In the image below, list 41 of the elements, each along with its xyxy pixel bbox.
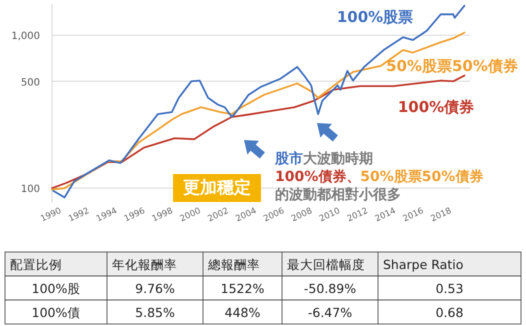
annotation: 更加穩定 xyxy=(183,178,251,198)
text: 最大回檔幅度 xyxy=(287,257,365,272)
text: -6.47% xyxy=(308,305,352,320)
text: 5.85% xyxy=(135,305,175,320)
x-tick-label: 2012 xyxy=(346,206,370,224)
text: 0.53 xyxy=(436,281,464,296)
text: 100%債 xyxy=(32,305,80,320)
x-tick-label: 1994 xyxy=(94,206,119,224)
x-tick-label: 2002 xyxy=(206,206,230,224)
x-tick-label: 2016 xyxy=(402,206,426,224)
series-label: 100%股票 xyxy=(336,8,414,26)
x-tick-label: 1998 xyxy=(150,206,175,224)
x-tick-label: 1992 xyxy=(67,206,91,224)
x-tick-label: 2010 xyxy=(318,206,342,224)
annotation: 100%債券、 xyxy=(275,169,360,185)
x-tick-label: 2014 xyxy=(374,206,398,224)
annotation: 大波動時期 xyxy=(303,151,373,167)
text: 0.68 xyxy=(436,305,464,320)
text: 9.76% xyxy=(135,281,175,296)
text: 年化報酬率 xyxy=(112,257,177,272)
y-tick-label: 500 xyxy=(20,77,40,88)
series-label: 100%債券 xyxy=(398,98,474,116)
text: 1522% xyxy=(220,281,264,296)
text: -50.89% xyxy=(304,281,356,296)
annotation: 股市 xyxy=(274,150,303,167)
annotation: 的波動都相對小很多 xyxy=(275,187,401,203)
x-tick-label: 1990 xyxy=(39,206,64,224)
x-tick-label: 2018 xyxy=(429,206,454,224)
x-tick-label: 2008 xyxy=(290,206,314,224)
y-tick-label: 100 xyxy=(20,184,40,196)
text: 100%股 xyxy=(32,281,80,296)
y-tick-label: 1,000 xyxy=(11,31,40,42)
text: 配置比例 xyxy=(10,257,62,272)
x-tick-label: 2000 xyxy=(178,206,202,224)
text: 總報酬率 xyxy=(207,257,260,272)
annotation: 50%股票50%債券 xyxy=(360,169,484,185)
text: Sharpe Ratio xyxy=(383,257,464,272)
x-tick-label: 1996 xyxy=(122,206,147,224)
series-label: 50%股票50%債券 xyxy=(386,57,518,75)
text: 448% xyxy=(224,305,260,320)
x-tick-label: 2004 xyxy=(234,206,258,224)
